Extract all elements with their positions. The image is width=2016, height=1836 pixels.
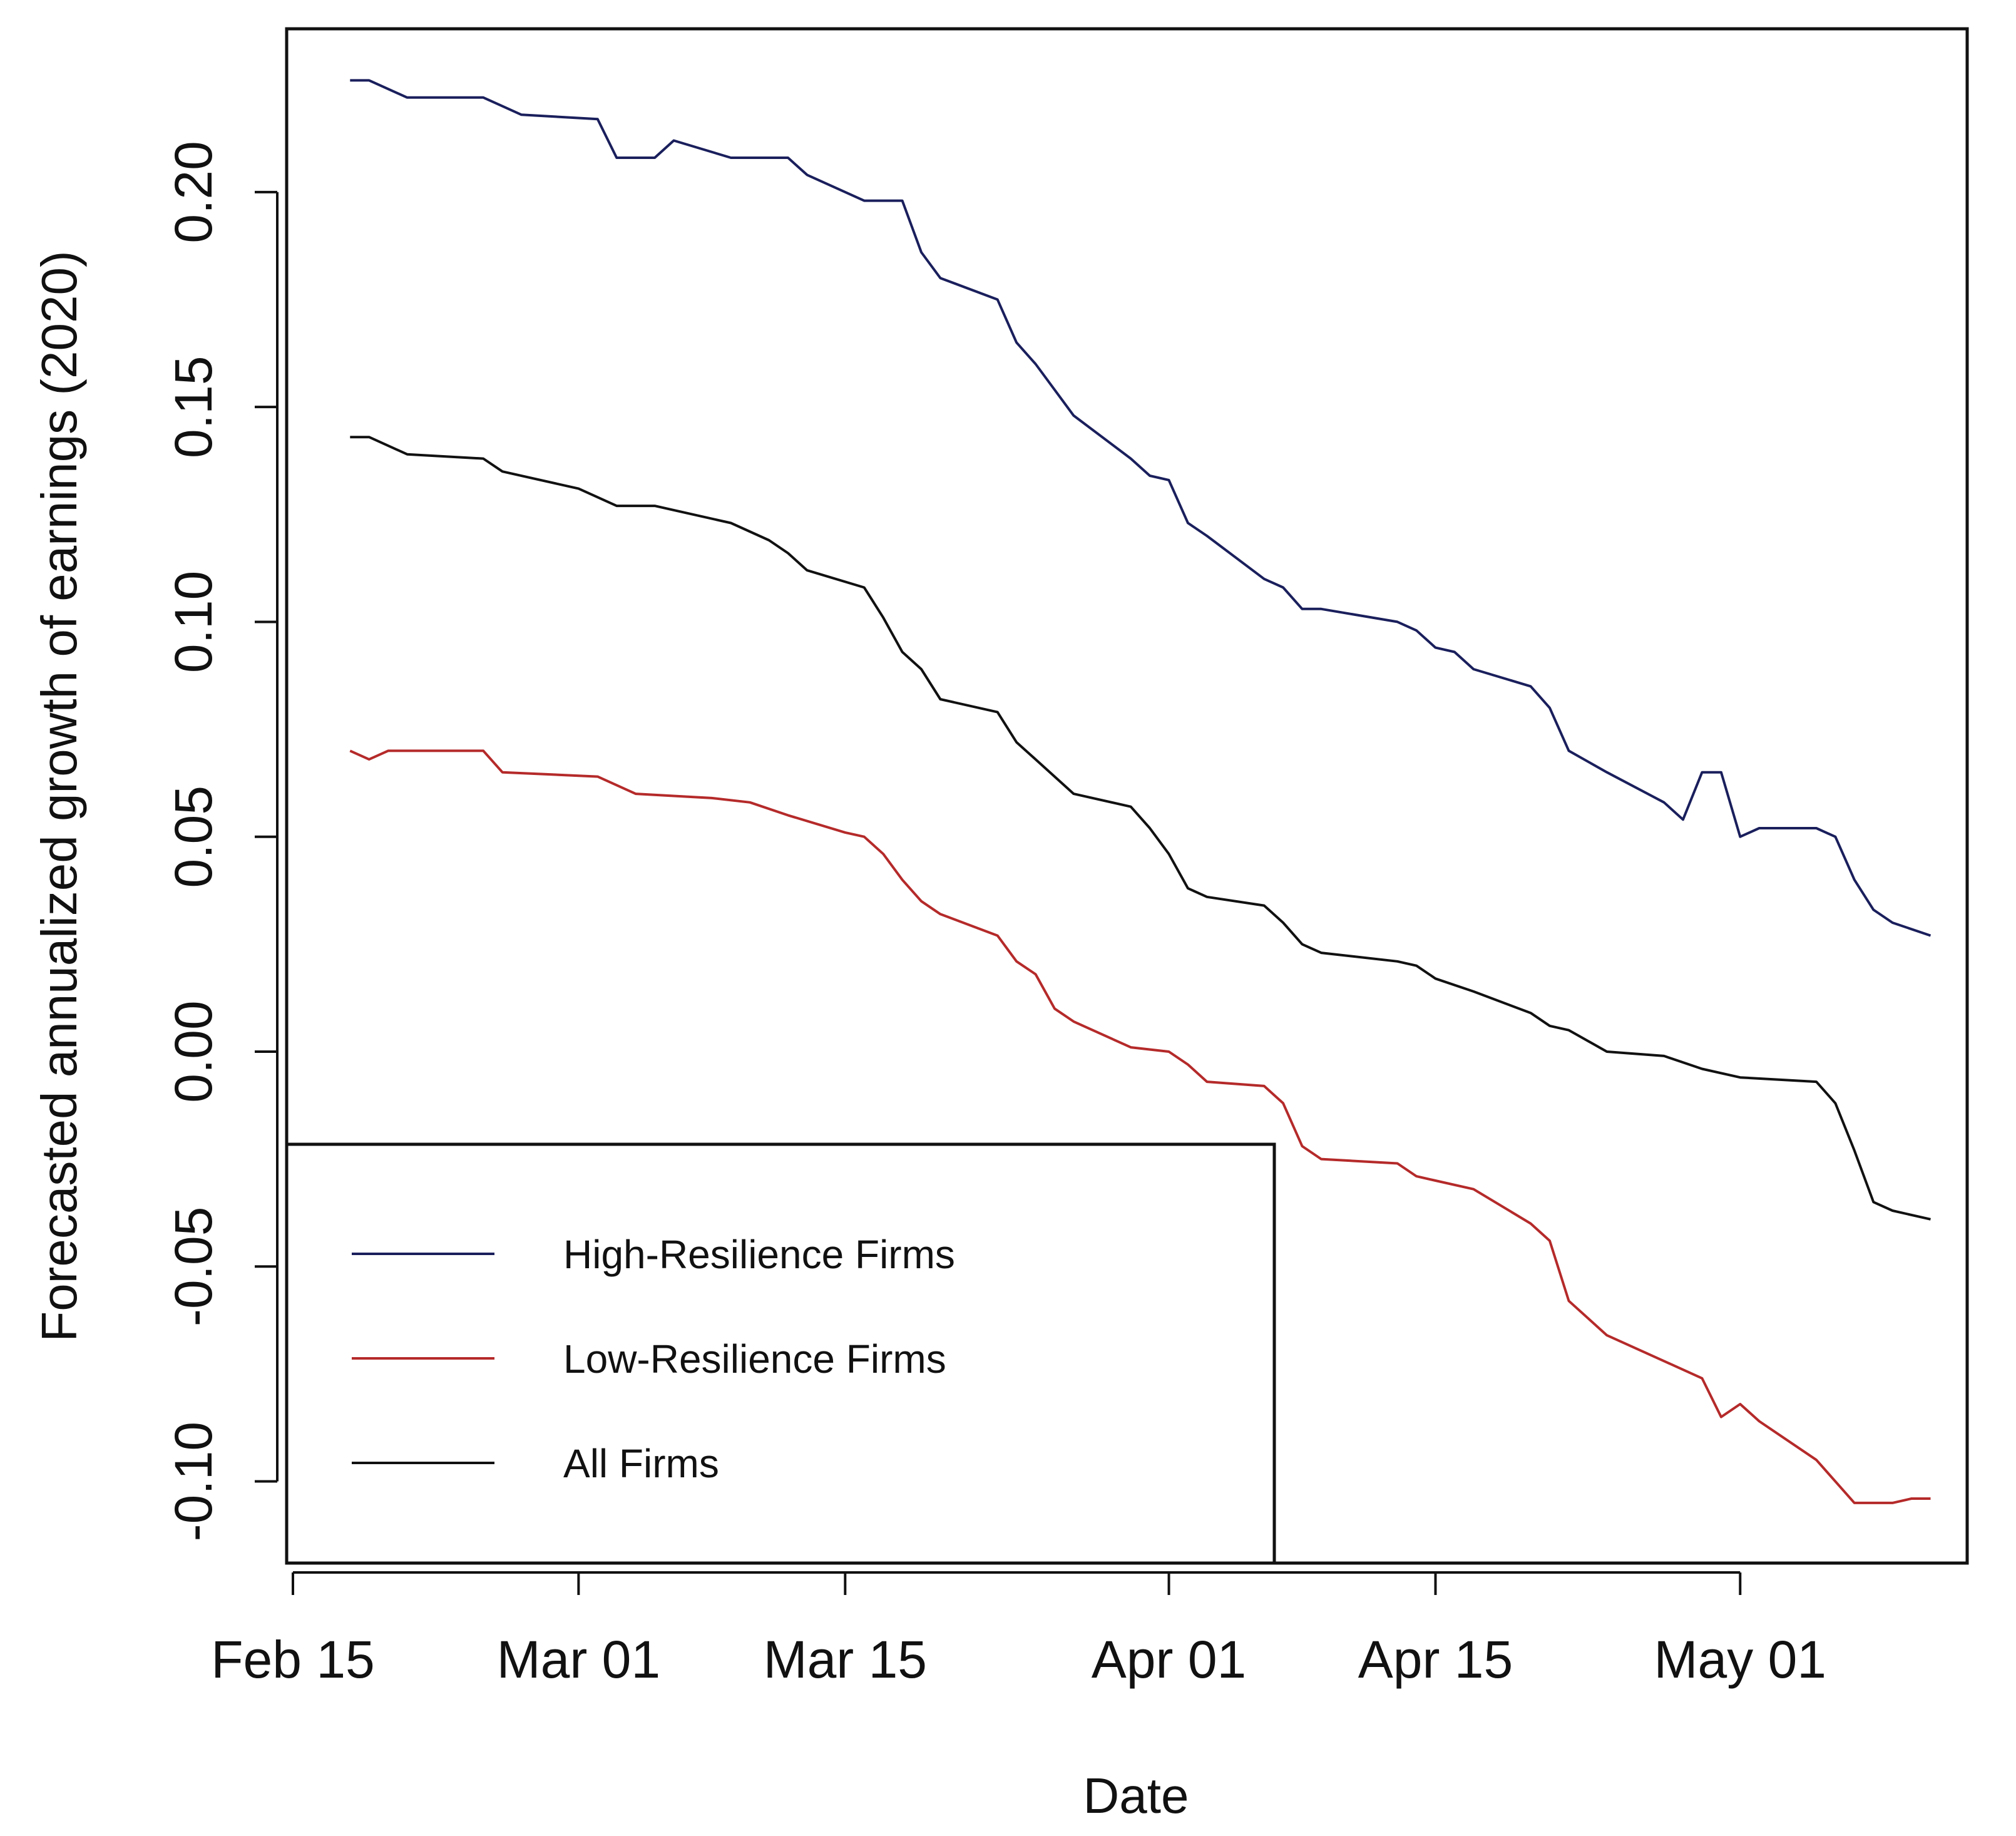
legend-label: Low-Resilience Firms <box>563 1336 946 1382</box>
x-tick-label: May 01 <box>1654 1630 1826 1689</box>
x-tick-label: Apr 15 <box>1358 1630 1513 1689</box>
y-tick-label: -0.05 <box>164 1207 223 1326</box>
series-layer <box>349 79 1932 1504</box>
y-tick-label: -0.10 <box>164 1422 223 1541</box>
plot-area-frame <box>285 27 1969 1565</box>
y-tick-label: 0.20 <box>164 141 223 244</box>
x-tick-label: Feb 15 <box>211 1630 375 1689</box>
y-tick-label: 0.05 <box>164 786 223 888</box>
legend-label: All Firms <box>563 1441 719 1486</box>
y-tick-label: 0.00 <box>164 1000 223 1103</box>
y-axis-title: Forecasted annualized growth of earnings… <box>31 250 87 1341</box>
x-axis: Feb 15 Mar 01 Mar 15 Apr 01 Apr 15 May 01 <box>211 1571 1826 1689</box>
series-line-3 <box>350 436 1931 1221</box>
y-axis: -0.10 -0.05 0.00 0.05 0.10 0.15 0.20 <box>164 141 279 1541</box>
legend-box <box>285 1142 1276 1565</box>
x-tick-label: Apr 01 <box>1092 1630 1247 1689</box>
series-line-1 <box>350 79 1932 937</box>
x-axis-title: Date <box>1083 1768 1189 1823</box>
series-line-2 <box>349 749 1931 1504</box>
y-tick-label: 0.15 <box>164 356 223 458</box>
x-tick-label: Mar 15 <box>764 1630 927 1689</box>
x-tick-label: Mar 01 <box>497 1630 660 1689</box>
legend-label: High-Resilience Firms <box>563 1232 955 1277</box>
y-tick-label: 0.10 <box>164 571 223 674</box>
legend: High-Resilience Firms Low-Resilience Firm… <box>352 1232 955 1486</box>
